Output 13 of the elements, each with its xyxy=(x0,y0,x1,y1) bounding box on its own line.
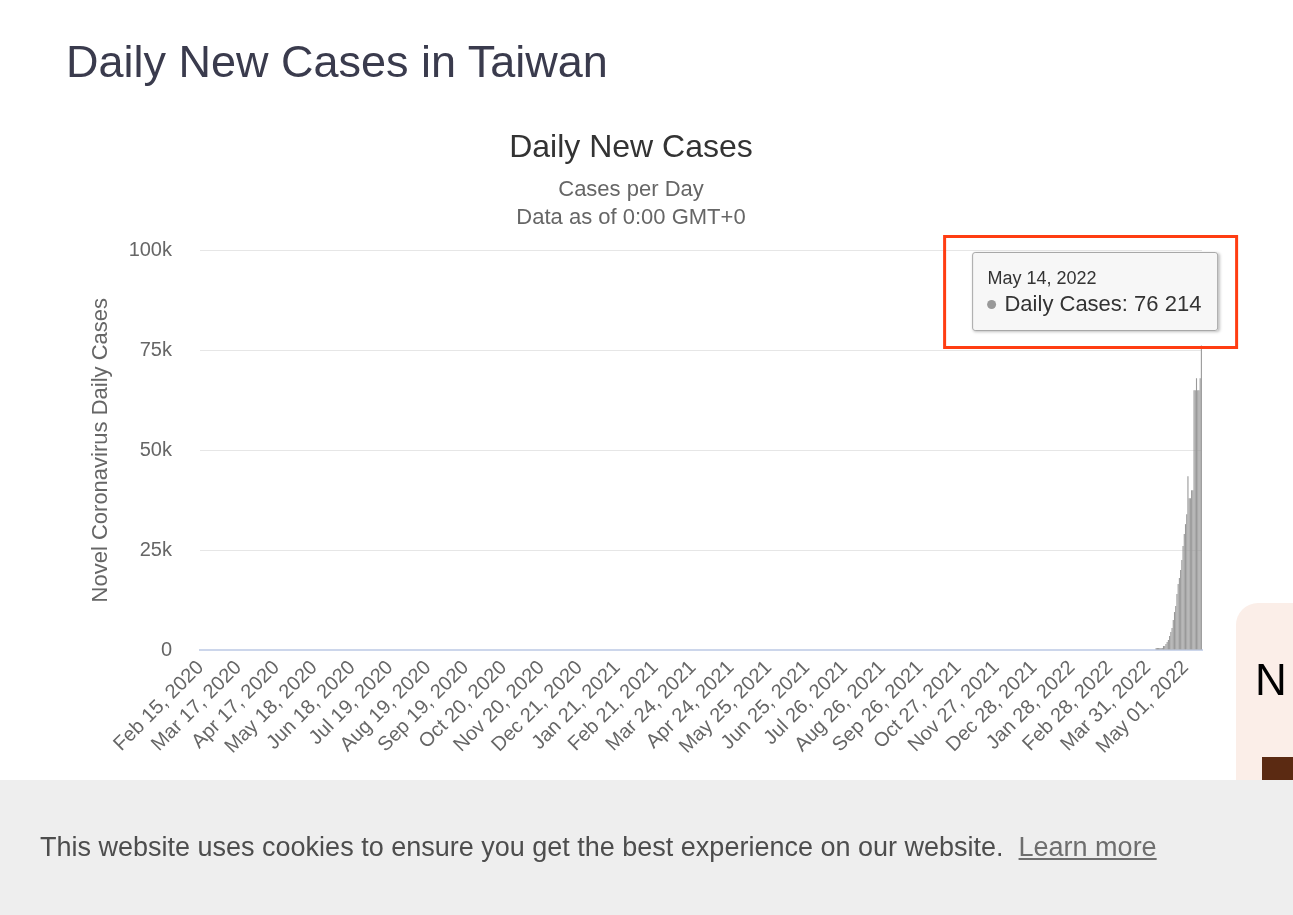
chart-subtitle: Cases per Day Data as of 0:00 GMT+0 xyxy=(516,176,746,229)
y-tick-label: 50k xyxy=(139,437,173,460)
annotation: May 14, 2022 Daily Cases: 76 214 xyxy=(987,267,1202,319)
y-tick-label: 25k xyxy=(139,537,173,560)
text: Daily New Cases in Taiwan xyxy=(66,36,608,87)
text: Learn more xyxy=(1018,832,1157,863)
y-tick-label: 0 xyxy=(160,637,172,660)
y-tick-label: 75k xyxy=(139,337,173,360)
text: N xyxy=(1255,655,1287,704)
text: This website uses cookies to ensure you get the best experience on our website. xyxy=(40,832,1004,863)
chart-title: Daily New Cases xyxy=(509,128,753,165)
y-axis-title: Novel Coronavirus Daily Cases xyxy=(87,297,113,603)
y-tick-label: 100k xyxy=(128,237,173,260)
